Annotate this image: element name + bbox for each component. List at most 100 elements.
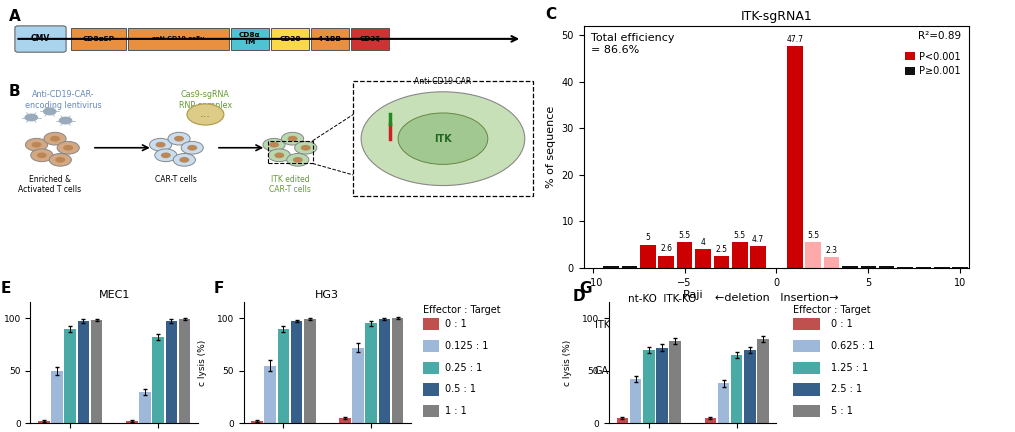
Bar [352, 348, 364, 423]
Bar [714, 256, 729, 268]
Bar [656, 348, 668, 423]
Circle shape [24, 114, 39, 121]
Bar [934, 267, 950, 268]
Bar [677, 315, 710, 335]
Bar [422, 384, 438, 396]
Bar [824, 257, 839, 268]
Bar [793, 362, 819, 374]
Bar [616, 418, 628, 423]
Bar [277, 329, 289, 423]
Text: D: D [572, 289, 585, 304]
Title: HG3: HG3 [316, 290, 339, 300]
Text: CD3ζ: CD3ζ [359, 36, 381, 42]
Circle shape [274, 152, 284, 158]
Bar [264, 365, 276, 423]
Text: GAPDH: GAPDH [595, 366, 630, 376]
Circle shape [300, 145, 311, 151]
Text: 4-1BB: 4-1BB [318, 36, 342, 42]
FancyBboxPatch shape [230, 28, 269, 51]
Circle shape [180, 157, 190, 163]
Bar [744, 350, 756, 423]
FancyBboxPatch shape [271, 28, 309, 51]
Bar [861, 267, 876, 268]
Bar [379, 319, 391, 423]
Text: 37kDa: 37kDa [729, 368, 760, 378]
Circle shape [155, 142, 165, 148]
Text: A: A [9, 9, 21, 24]
Bar [793, 405, 819, 417]
Title: Raji: Raji [682, 290, 703, 300]
FancyBboxPatch shape [15, 26, 66, 52]
FancyBboxPatch shape [351, 28, 389, 51]
Text: 0 : 1: 0 : 1 [446, 319, 467, 329]
Bar [704, 418, 717, 423]
Text: anti-CD19-scFv: anti-CD19-scFv [152, 36, 205, 41]
Circle shape [154, 149, 177, 162]
Y-axis label: c lysis (%): c lysis (%) [198, 340, 207, 386]
Bar [750, 246, 766, 268]
Bar [805, 242, 821, 268]
Circle shape [43, 108, 57, 115]
Text: 2.6: 2.6 [661, 245, 672, 254]
Circle shape [174, 136, 184, 142]
Circle shape [398, 113, 488, 165]
X-axis label: ←deletion   Insertion→: ←deletion Insertion→ [715, 293, 838, 303]
Circle shape [31, 142, 42, 148]
Bar [718, 383, 730, 423]
Bar [757, 339, 769, 423]
Bar [39, 421, 50, 423]
Text: 0.125 : 1: 0.125 : 1 [446, 341, 488, 351]
Circle shape [181, 141, 203, 154]
Circle shape [361, 92, 525, 186]
Bar [669, 341, 681, 423]
Text: R²=0.89: R²=0.89 [919, 31, 961, 41]
Bar [642, 350, 655, 423]
Text: CD8α
TM: CD8α TM [239, 32, 261, 45]
Text: 0 : 1: 0 : 1 [830, 319, 853, 329]
Bar [268, 141, 313, 163]
Bar [77, 321, 89, 423]
Circle shape [187, 104, 224, 125]
Text: 47.7: 47.7 [787, 35, 803, 44]
Text: ITK edited
CAR-T cells: ITK edited CAR-T cells [269, 175, 311, 194]
Circle shape [149, 138, 172, 151]
Text: Effector : Target: Effector : Target [793, 305, 870, 315]
Bar [251, 421, 263, 423]
Circle shape [50, 136, 60, 142]
Bar [422, 362, 438, 374]
Text: B: B [9, 84, 20, 99]
Circle shape [49, 153, 71, 166]
Text: G: G [579, 281, 592, 295]
Text: 72kDa: 72kDa [729, 320, 760, 330]
Circle shape [30, 149, 53, 162]
FancyBboxPatch shape [71, 28, 126, 51]
Bar [793, 384, 819, 396]
Circle shape [160, 152, 171, 158]
Text: 0.25 : 1: 0.25 : 1 [446, 363, 482, 373]
Bar [879, 267, 894, 268]
Text: CAR-T cells: CAR-T cells [155, 175, 197, 184]
Circle shape [174, 153, 196, 166]
Bar [897, 267, 912, 268]
Bar [51, 371, 63, 423]
Bar [793, 318, 819, 330]
Bar [422, 318, 438, 330]
Bar [628, 315, 662, 335]
Bar [353, 81, 533, 196]
Circle shape [294, 141, 317, 154]
Circle shape [63, 145, 73, 151]
Text: 4: 4 [700, 238, 705, 247]
Text: ITK: ITK [434, 133, 452, 144]
Circle shape [44, 132, 66, 145]
Text: Anti-CD19 CAR: Anti-CD19 CAR [414, 77, 472, 86]
Text: F: F [213, 281, 224, 295]
Bar [64, 329, 76, 423]
Text: Total efficiency
= 86.6%: Total efficiency = 86.6% [592, 33, 675, 55]
Bar [659, 256, 674, 268]
Text: 5.5: 5.5 [807, 231, 819, 240]
Bar [290, 321, 302, 423]
Text: nt-KO  ITK-KO: nt-KO ITK-KO [627, 294, 696, 304]
Circle shape [286, 153, 309, 166]
Bar [640, 245, 656, 268]
Text: 2.5 : 1: 2.5 : 1 [830, 384, 862, 394]
